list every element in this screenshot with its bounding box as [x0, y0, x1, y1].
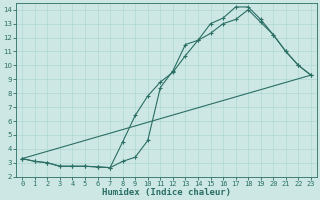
- X-axis label: Humidex (Indice chaleur): Humidex (Indice chaleur): [102, 188, 231, 197]
